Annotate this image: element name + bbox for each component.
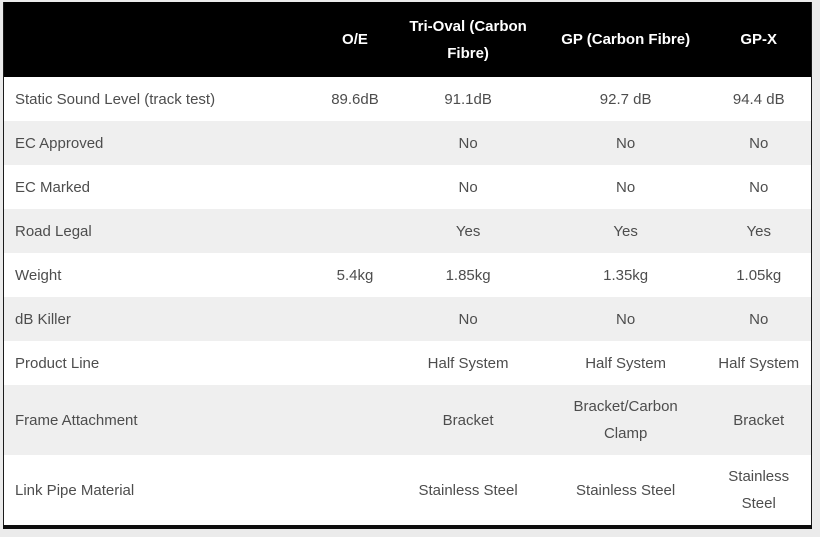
spec-value: 1.35kg bbox=[544, 253, 707, 297]
spec-value: 89.6dB bbox=[318, 77, 392, 121]
header-col-oe: O/E bbox=[318, 2, 392, 77]
spec-value bbox=[318, 121, 392, 165]
spec-label: EC Approved bbox=[3, 121, 319, 165]
spec-value: 91.1dB bbox=[391, 77, 545, 121]
table-row: EC Approved No No No bbox=[3, 121, 812, 165]
spec-value bbox=[318, 209, 392, 253]
spec-value: 92.7 dB bbox=[544, 77, 707, 121]
spec-label: Road Legal bbox=[3, 209, 319, 253]
spec-value: No bbox=[391, 297, 545, 341]
spec-value: 1.05kg bbox=[706, 253, 812, 297]
table-body: Static Sound Level (track test) 89.6dB 91.… bbox=[3, 77, 812, 527]
spec-value bbox=[318, 297, 392, 341]
spec-value: Bracket bbox=[391, 385, 545, 455]
spec-value: No bbox=[391, 121, 545, 165]
table-row: Product Line Half System Half System Half S… bbox=[3, 341, 812, 385]
product-comparison-table: O/E Tri-Oval (Carbon Fibre) GP (Carbon F… bbox=[3, 2, 812, 529]
comparison-table-container: O/E Tri-Oval (Carbon Fibre) GP (Carbon F… bbox=[3, 2, 812, 529]
table-row: Frame Attachment Bracket Bracket/Carbon Cl… bbox=[3, 385, 812, 455]
table-row: Static Sound Level (track test) 89.6dB 91.… bbox=[3, 77, 812, 121]
spec-value: No bbox=[544, 297, 707, 341]
spec-value: Bracket bbox=[706, 385, 812, 455]
spec-label: EC Marked bbox=[3, 165, 319, 209]
table-header: O/E Tri-Oval (Carbon Fibre) GP (Carbon F… bbox=[3, 2, 812, 77]
spec-value: No bbox=[706, 297, 812, 341]
spec-value: Stainless Steel bbox=[544, 455, 707, 527]
spec-label: Weight bbox=[3, 253, 319, 297]
spec-label: Frame Attachment bbox=[3, 385, 319, 455]
spec-label: Link Pipe Material bbox=[3, 455, 319, 527]
spec-label: Static Sound Level (track test) bbox=[3, 77, 319, 121]
header-row: O/E Tri-Oval (Carbon Fibre) GP (Carbon F… bbox=[3, 2, 812, 77]
spec-value: No bbox=[391, 165, 545, 209]
header-spec-column bbox=[3, 2, 319, 77]
spec-value bbox=[318, 165, 392, 209]
spec-value: Yes bbox=[391, 209, 545, 253]
spec-value: Half System bbox=[544, 341, 707, 385]
spec-label: Product Line bbox=[3, 341, 319, 385]
table-row: Link Pipe Material Stainless Steel Stainle… bbox=[3, 455, 812, 527]
header-col-gpx: GP-X bbox=[706, 2, 812, 77]
spec-value: No bbox=[544, 121, 707, 165]
spec-value: No bbox=[706, 165, 812, 209]
spec-value: 1.85kg bbox=[391, 253, 545, 297]
spec-value: Yes bbox=[544, 209, 707, 253]
spec-value bbox=[318, 455, 392, 527]
spec-value: 5.4kg bbox=[318, 253, 392, 297]
spec-label: dB Killer bbox=[3, 297, 319, 341]
table-row: EC Marked No No No bbox=[3, 165, 812, 209]
spec-value: Half System bbox=[706, 341, 812, 385]
spec-value: No bbox=[544, 165, 707, 209]
header-col-trioval-carbon-fibre: Tri-Oval (Carbon Fibre) bbox=[391, 2, 545, 77]
spec-value: Bracket/Carbon Clamp bbox=[544, 385, 707, 455]
spec-value: Stainless Steel bbox=[706, 455, 812, 527]
table-row: dB Killer No No No bbox=[3, 297, 812, 341]
spec-value: Yes bbox=[706, 209, 812, 253]
header-col-gp-carbon-fibre: GP (Carbon Fibre) bbox=[544, 2, 707, 77]
spec-value: Stainless Steel bbox=[391, 455, 545, 527]
spec-value bbox=[318, 385, 392, 455]
spec-value: 94.4 dB bbox=[706, 77, 812, 121]
table-row: Weight 5.4kg 1.85kg 1.35kg 1.05kg bbox=[3, 253, 812, 297]
spec-value bbox=[318, 341, 392, 385]
table-row: Road Legal Yes Yes Yes bbox=[3, 209, 812, 253]
spec-value: No bbox=[706, 121, 812, 165]
spec-value: Half System bbox=[391, 341, 545, 385]
